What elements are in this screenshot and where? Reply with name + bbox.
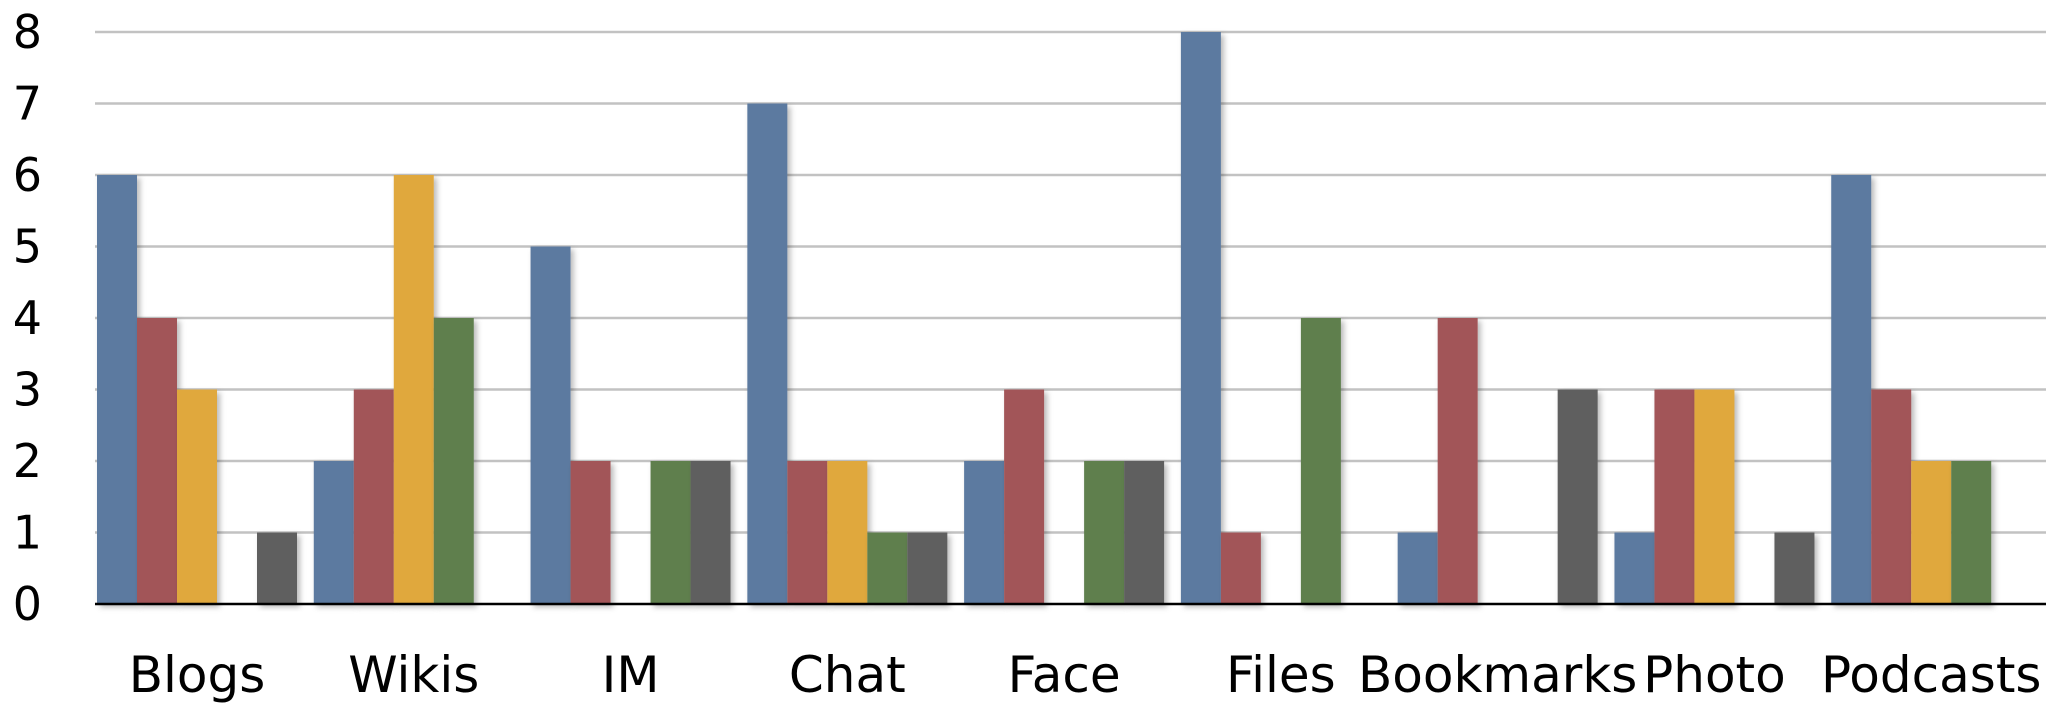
- y-axis-tick-labels: 0 1 2 3 4 5 6 7 8: [13, 5, 42, 631]
- bar-files-series-1: [1180, 32, 1221, 604]
- bar-files-series-4: [1300, 318, 1341, 604]
- category-labels: Blogs Wikis IM Chat Face Files Bookmarks Photo P…: [129, 646, 2042, 704]
- bar-photo-series-5: [1774, 532, 1815, 604]
- bar-photo-series-3: [1694, 389, 1735, 604]
- category-label-bookmarks: Bookmarks: [1358, 646, 1637, 704]
- bar-podcasts-series-3: [1911, 461, 1952, 604]
- bars: [97, 32, 1992, 604]
- y-tick-label: 4: [13, 291, 42, 345]
- bar-wikis-series-3: [393, 175, 434, 604]
- y-tick-label: 2: [13, 434, 42, 488]
- bar-im-series-4: [650, 461, 691, 604]
- bar-im-series-2: [570, 461, 611, 604]
- y-tick-label: 5: [13, 220, 42, 274]
- y-tick-label: 0: [13, 577, 42, 631]
- y-tick-label: 8: [13, 5, 42, 59]
- bar-wikis-series-2: [353, 389, 394, 604]
- y-tick-label: 3: [13, 363, 42, 417]
- bar-photo-series-1: [1614, 532, 1655, 604]
- bar-blogs-series-3: [177, 389, 217, 604]
- bar-bookmarks-series-5: [1557, 389, 1598, 604]
- category-label-blogs: Blogs: [129, 646, 266, 704]
- category-label-im: IM: [602, 646, 660, 704]
- bar-blogs-series-1: [97, 175, 137, 604]
- bar-chat-series-1: [747, 103, 788, 604]
- y-tick-label: 1: [13, 506, 42, 560]
- category-label-photo: Photo: [1643, 646, 1786, 704]
- y-tick-label: 7: [13, 77, 42, 131]
- category-label-chat: Chat: [789, 646, 906, 704]
- bar-im-series-1: [530, 246, 571, 604]
- bar-chat-series-2: [787, 461, 828, 604]
- bar-chat-series-5: [907, 532, 948, 604]
- bar-face-series-5: [1124, 461, 1165, 604]
- bar-blogs-series-2: [137, 318, 177, 604]
- bar-chat-series-4: [867, 532, 908, 604]
- bar-bookmarks-series-2: [1437, 318, 1478, 604]
- bar-face-series-4: [1084, 461, 1125, 604]
- bar-files-series-2: [1220, 532, 1261, 604]
- bar-chat-series-3: [827, 461, 868, 604]
- bar-wikis-series-1: [313, 461, 354, 604]
- bar-bookmarks-series-1: [1397, 532, 1438, 604]
- bar-face-series-1: [964, 461, 1005, 604]
- category-label-wikis: Wikis: [348, 646, 479, 704]
- category-label-face: Face: [1008, 646, 1121, 704]
- category-label-podcasts: Podcasts: [1821, 646, 2042, 704]
- bar-blogs-series-5: [257, 532, 297, 604]
- bar-podcasts-series-4: [1951, 461, 1992, 604]
- y-tick-label: 6: [13, 148, 42, 202]
- bar-im-series-5: [690, 461, 731, 604]
- bar-photo-series-2: [1654, 389, 1695, 604]
- category-label-files: Files: [1226, 646, 1336, 704]
- bar-face-series-2: [1004, 389, 1045, 604]
- bar-podcasts-series-1: [1831, 175, 1872, 604]
- bar-podcasts-series-2: [1871, 389, 1912, 604]
- bar-wikis-series-4: [433, 318, 474, 604]
